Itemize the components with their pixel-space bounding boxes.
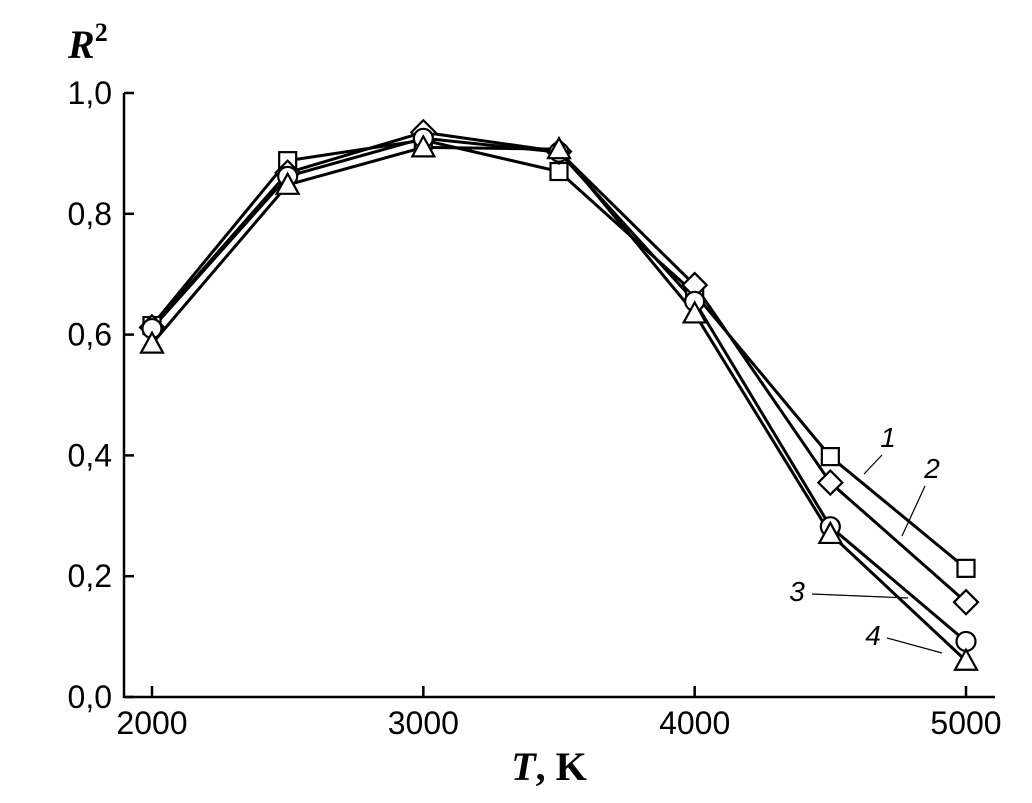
series-1-label: 1 [880, 422, 896, 453]
x-axis-title-unit: , K [536, 744, 587, 789]
series-3-label: 3 [789, 576, 805, 607]
series-4-point [410, 134, 437, 158]
series-2-label: 2 [923, 453, 940, 484]
axes [122, 93, 995, 699]
series-3-callout-line [811, 593, 909, 599]
y-tick-label: 1,0 [68, 75, 112, 111]
series-4-callout-line [886, 637, 943, 654]
y-tick-label: 0,4 [68, 437, 112, 473]
y-tick-label: 0,6 [68, 317, 112, 353]
series-1-point [549, 161, 569, 182]
series-4-point [817, 520, 844, 545]
y-tick-label: 0,0 [68, 679, 112, 715]
series-4-line [150, 145, 968, 662]
series-1-point [820, 447, 840, 467]
x-tick-label: 4000 [659, 705, 730, 741]
y-axis-title: R2 [67, 18, 108, 67]
y-axis-title-base: R [67, 22, 95, 67]
x-tick-label: 2000 [116, 705, 187, 741]
series-4-point [546, 135, 572, 160]
series-4-point [139, 330, 165, 354]
markers [138, 118, 980, 671]
series-2-point [952, 588, 980, 616]
series-1-point [956, 558, 976, 578]
x-tick-label: 3000 [388, 705, 459, 741]
x-axis-title-var: T [511, 744, 537, 789]
series-lines [150, 130, 968, 662]
x-axis-title: T, K [511, 744, 587, 789]
series-1-callout-line [863, 454, 883, 475]
x-tick-label: 5000 [930, 705, 1001, 741]
series-2-point [816, 469, 844, 497]
series-4-point [681, 300, 708, 324]
y-tick-label: 0,8 [68, 196, 112, 232]
series-4-label: 4 [865, 620, 881, 651]
y-tick-label: 0,2 [68, 558, 112, 594]
series-4-point [953, 647, 979, 671]
series-2-callout-line [901, 485, 926, 537]
series-4-point [274, 171, 301, 195]
ticks: 0,0 0,2 0,4 0,6 0,8 1,0 2000 3000 4000 5000 [68, 75, 1002, 741]
series-1-line [150, 138, 967, 570]
callouts: 12 3 4 [789, 422, 943, 654]
y-axis-title-sup: 2 [95, 18, 108, 47]
series-3-line [150, 136, 967, 643]
